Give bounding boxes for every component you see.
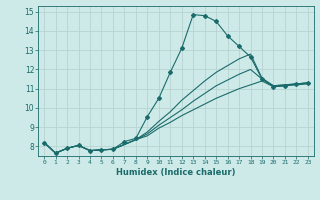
X-axis label: Humidex (Indice chaleur): Humidex (Indice chaleur) <box>116 168 236 177</box>
